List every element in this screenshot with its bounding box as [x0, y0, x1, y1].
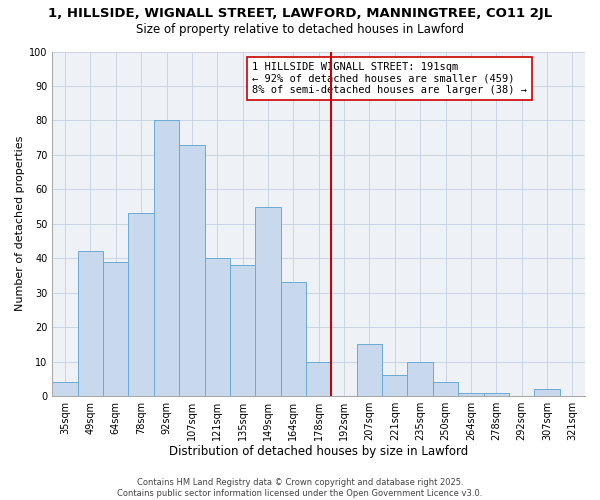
Bar: [382, 376, 407, 396]
Bar: [484, 392, 509, 396]
Bar: [357, 344, 382, 396]
Text: Size of property relative to detached houses in Lawford: Size of property relative to detached ho…: [136, 22, 464, 36]
Bar: [154, 120, 179, 396]
Bar: [281, 282, 306, 396]
Bar: [407, 362, 433, 396]
Bar: [433, 382, 458, 396]
Y-axis label: Number of detached properties: Number of detached properties: [15, 136, 25, 312]
Bar: [230, 265, 255, 396]
Bar: [128, 214, 154, 396]
Bar: [306, 362, 331, 396]
X-axis label: Distribution of detached houses by size in Lawford: Distribution of detached houses by size …: [169, 444, 469, 458]
Bar: [52, 382, 78, 396]
Bar: [205, 258, 230, 396]
Bar: [103, 262, 128, 396]
Text: 1, HILLSIDE, WIGNALL STREET, LAWFORD, MANNINGTREE, CO11 2JL: 1, HILLSIDE, WIGNALL STREET, LAWFORD, MA…: [48, 8, 552, 20]
Bar: [179, 144, 205, 396]
Text: Contains HM Land Registry data © Crown copyright and database right 2025.
Contai: Contains HM Land Registry data © Crown c…: [118, 478, 482, 498]
Bar: [534, 389, 560, 396]
Bar: [255, 206, 281, 396]
Bar: [458, 392, 484, 396]
Text: 1 HILLSIDE WIGNALL STREET: 191sqm
← 92% of detached houses are smaller (459)
8% : 1 HILLSIDE WIGNALL STREET: 191sqm ← 92% …: [252, 62, 527, 95]
Bar: [78, 252, 103, 396]
